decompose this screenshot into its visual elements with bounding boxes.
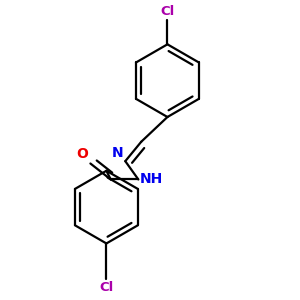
Text: NH: NH: [140, 172, 163, 186]
Text: Cl: Cl: [99, 281, 113, 294]
Text: N: N: [111, 146, 123, 160]
Text: O: O: [76, 147, 88, 160]
Text: Cl: Cl: [160, 5, 175, 18]
